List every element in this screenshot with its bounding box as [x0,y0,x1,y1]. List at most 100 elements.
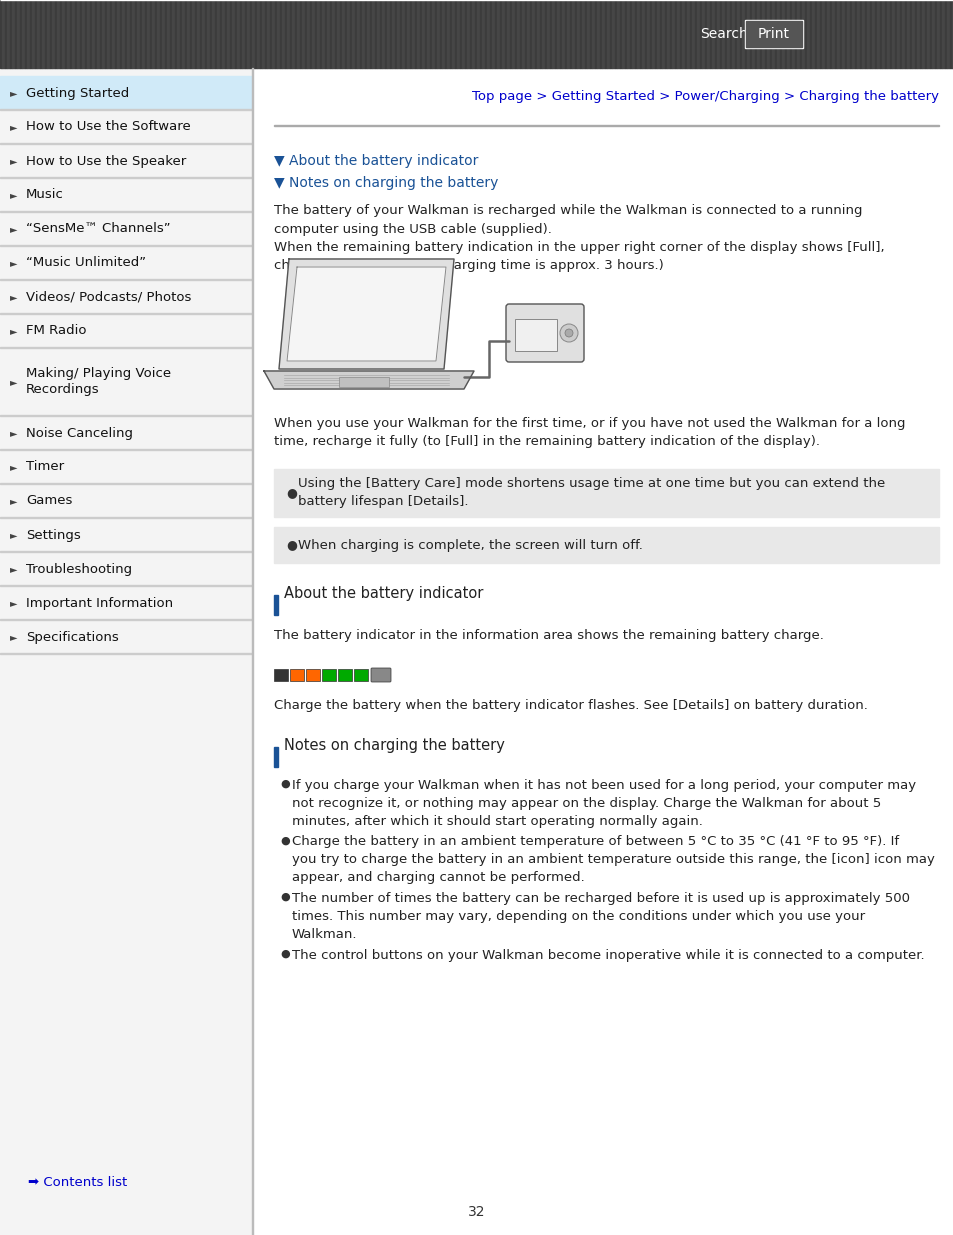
Bar [919,0,922,68]
Bar [859,0,862,68]
Bar [200,0,202,68]
Bar [622,0,624,68]
Bar [575,0,577,68]
Bar [724,0,727,68]
Bar [162,0,165,68]
Bar [507,0,510,68]
Bar [689,0,692,68]
Bar [417,0,419,68]
Bar [547,0,550,68]
Bar [230,0,233,68]
Bar [729,0,732,68]
Bar [781,0,784,68]
Bar [274,527,938,563]
Bar [338,377,389,387]
Bar [944,0,946,68]
Bar [886,0,889,68]
Bar [432,0,435,68]
Bar [789,0,792,68]
Bar [467,0,470,68]
Bar [784,0,786,68]
Bar [946,0,949,68]
Bar [806,0,809,68]
Bar [405,0,407,68]
Bar [160,0,162,68]
Bar [857,0,859,68]
Bar [75,0,77,68]
Bar [412,0,415,68]
Bar [559,0,562,68]
Bar [274,469,938,517]
Text: When you use your Walkman for the first time, or if you have not used the Walkma: When you use your Walkman for the first … [274,417,904,448]
Bar [314,0,317,68]
Bar [597,0,599,68]
Bar [834,0,837,68]
Bar [0,620,252,655]
Bar [397,0,399,68]
Text: “SensMe™ Channels”: “SensMe™ Channels” [26,222,171,236]
Text: Notes on charging the battery: Notes on charging the battery [284,739,504,753]
Bar [515,0,517,68]
Bar [294,0,297,68]
Bar [260,0,262,68]
Bar [247,0,250,68]
Bar [240,0,242,68]
Bar [194,0,197,68]
Bar [444,0,447,68]
Bar [760,0,761,68]
Bar [410,0,412,68]
Text: Important Information: Important Information [26,597,172,610]
Bar [542,0,544,68]
Bar [0,144,252,178]
Bar [720,0,721,68]
Bar [510,0,512,68]
Bar [572,0,575,68]
Bar [0,585,252,620]
Bar [644,0,647,68]
Bar [253,0,254,68]
Bar [472,0,475,68]
Bar [721,0,724,68]
Bar [931,0,934,68]
Bar [80,0,82,68]
Bar [205,0,208,68]
Text: ►: ► [10,496,18,506]
Bar [557,0,559,68]
Bar [17,0,20,68]
Bar [0,68,252,1235]
Bar [427,0,430,68]
Bar [484,0,487,68]
Bar [804,0,806,68]
Bar [234,0,237,68]
Bar [0,280,252,314]
Bar [333,0,335,68]
Bar [519,0,522,68]
Bar [382,0,385,68]
Bar [874,0,877,68]
Bar [821,0,824,68]
Bar [459,0,462,68]
Bar [435,0,437,68]
Bar [37,0,40,68]
Bar [274,669,288,680]
Bar [479,0,482,68]
Bar [517,0,519,68]
Bar [749,0,752,68]
Bar [267,0,270,68]
Text: ►: ► [10,598,18,608]
Bar [185,0,188,68]
Bar [262,0,265,68]
Bar [487,0,490,68]
Bar [840,0,841,68]
Bar [0,77,252,110]
Bar [801,0,804,68]
Bar [889,0,892,68]
Bar [65,0,68,68]
Text: Print: Print [758,27,789,41]
Text: ►: ► [10,224,18,233]
Bar [914,0,917,68]
Bar [924,0,926,68]
Bar [0,517,252,552]
Bar [502,0,504,68]
Text: Games: Games [26,494,72,508]
